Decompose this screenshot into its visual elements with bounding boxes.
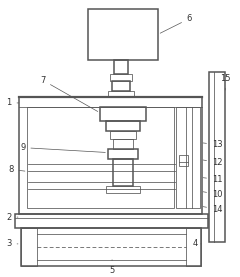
Bar bbox=[112, 81, 130, 91]
Text: 10: 10 bbox=[203, 190, 222, 199]
Text: 9: 9 bbox=[20, 143, 105, 152]
Bar bbox=[19, 97, 202, 214]
Bar bbox=[27, 107, 174, 208]
Bar bbox=[176, 107, 200, 208]
Bar bbox=[110, 131, 136, 139]
Bar bbox=[179, 155, 188, 166]
Text: 8: 8 bbox=[8, 165, 25, 174]
Text: 6: 6 bbox=[160, 14, 192, 33]
Text: 11: 11 bbox=[203, 175, 222, 184]
Bar bbox=[114, 60, 128, 74]
Bar bbox=[106, 186, 140, 193]
Text: 15: 15 bbox=[220, 74, 230, 90]
Text: 4: 4 bbox=[193, 239, 201, 248]
Bar bbox=[15, 214, 208, 228]
Bar bbox=[108, 91, 134, 97]
Text: 12: 12 bbox=[203, 158, 222, 167]
Text: 7: 7 bbox=[40, 76, 98, 111]
Text: 13: 13 bbox=[203, 140, 222, 149]
Bar bbox=[108, 148, 138, 158]
Bar bbox=[186, 228, 201, 266]
Bar bbox=[113, 158, 133, 186]
Bar bbox=[106, 121, 140, 131]
Text: 2: 2 bbox=[6, 212, 18, 222]
Text: 5: 5 bbox=[109, 260, 115, 275]
Bar bbox=[209, 72, 225, 242]
Text: 3: 3 bbox=[6, 239, 18, 248]
Text: 1: 1 bbox=[6, 98, 19, 107]
Bar bbox=[21, 228, 37, 266]
Bar bbox=[21, 228, 201, 266]
Text: 14: 14 bbox=[203, 205, 222, 214]
Bar bbox=[100, 107, 146, 121]
Bar bbox=[88, 9, 158, 60]
Bar bbox=[113, 139, 133, 148]
Bar bbox=[110, 74, 132, 81]
